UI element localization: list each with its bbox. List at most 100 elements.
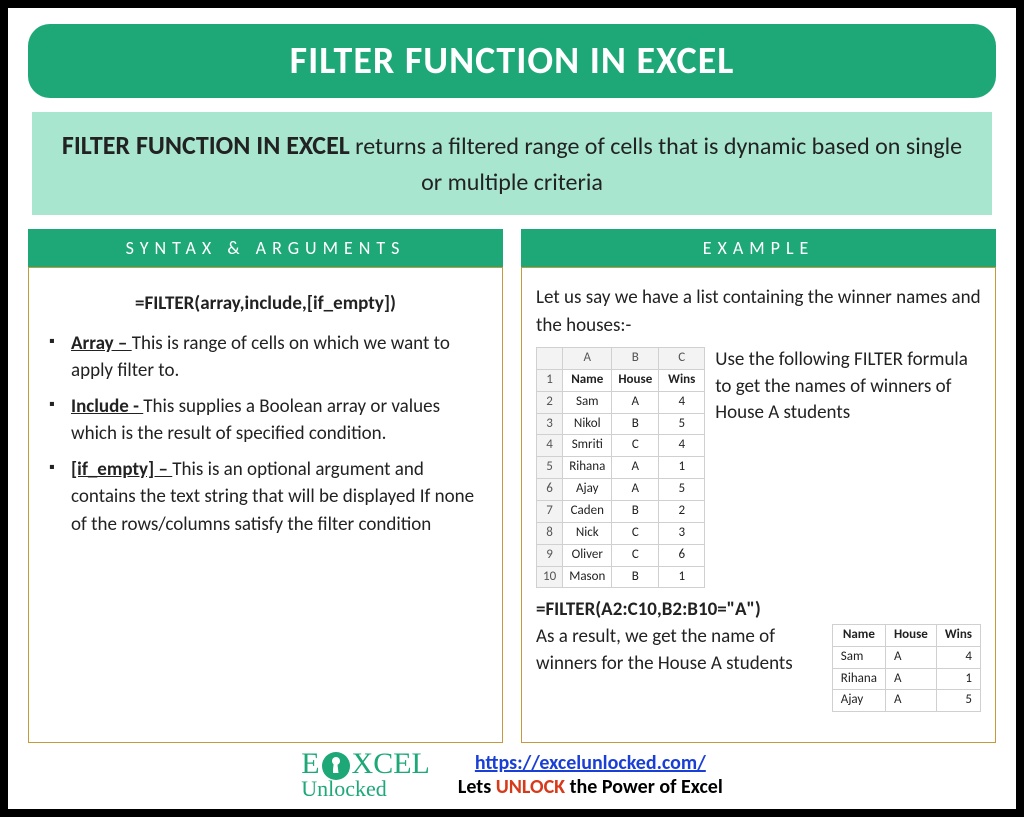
row-number: 2 (537, 391, 563, 413)
header-cell: House (612, 369, 659, 391)
cell: Nikol (563, 413, 612, 435)
logo-letter: X (352, 747, 374, 780)
description-box: FILTER FUNCTION IN EXCEL returns a filte… (32, 112, 992, 215)
table-row: 1 Name House Wins (537, 369, 705, 391)
argument-name: Include - (71, 395, 143, 418)
cell: Sam (832, 646, 885, 668)
cell: 3 (659, 522, 705, 544)
corner-cell (537, 348, 563, 370)
cell: Caden (563, 501, 612, 523)
cell: B (612, 501, 659, 523)
cell: C (612, 544, 659, 566)
header-cell: Name (832, 624, 885, 646)
footer: EXCEL Unlocked https://excelunlocked.com… (28, 743, 996, 799)
syntax-formula: =FILTER(array,include,[if_empty]) (43, 290, 488, 318)
title-bar: FILTER FUNCTION IN EXCEL (28, 24, 996, 98)
header-cell: House (885, 624, 936, 646)
cell: 1 (659, 566, 705, 588)
col-letter: A (563, 348, 612, 370)
example-body: Let us say we have a list containing the… (521, 267, 996, 743)
col-letter: B (612, 348, 659, 370)
cell: 5 (659, 479, 705, 501)
result-intro: As a result, we get the name of winners … (536, 624, 822, 677)
tag-pre: Lets (458, 775, 496, 799)
page-title: FILTER FUNCTION IN EXCEL (290, 38, 735, 84)
example-column: EXAMPLE Let us say we have a list contai… (521, 229, 996, 743)
table-row: 8NickC3 (537, 522, 705, 544)
table-row: 3NikolB5 (537, 413, 705, 435)
table-row: A B C (537, 348, 705, 370)
cell: A (612, 479, 659, 501)
row-number: 4 (537, 435, 563, 457)
argument-item: Array – This is range of cells on which … (49, 330, 488, 385)
example-row-2: As a result, we get the name of winners … (536, 624, 981, 712)
table-row: Name House Wins (832, 624, 980, 646)
cell: B (612, 413, 659, 435)
cell: Oliver (563, 544, 612, 566)
example-side-text: Use the following FILTER formula to get … (715, 347, 981, 427)
description-text: returns a filtered range of cells that i… (350, 132, 962, 197)
cell: A (885, 668, 936, 690)
cell: 1 (659, 457, 705, 479)
table-row: 6AjayA5 (537, 479, 705, 501)
cell: A (885, 646, 936, 668)
col-letter: C (659, 348, 705, 370)
tag-post: the Power of Excel (565, 775, 723, 799)
syntax-heading: SYNTAX & ARGUMENTS (28, 229, 503, 267)
logo-subtitle: Unlocked (301, 780, 430, 799)
table-row: 9OliverC6 (537, 544, 705, 566)
example-heading: EXAMPLE (521, 229, 996, 267)
cell: 4 (659, 435, 705, 457)
cell: A (612, 457, 659, 479)
tag-unlock: UNLOCK (496, 775, 565, 799)
logo-text: EXCEL Unlocked (301, 751, 430, 799)
argument-name: Array – (71, 332, 132, 355)
row-number: 7 (537, 501, 563, 523)
cell: 4 (936, 646, 980, 668)
arguments-list: Array – This is range of cells on which … (43, 330, 488, 539)
source-data-table: A B C 1 Name House Wins 2SamA4 3NikolB5 … (536, 347, 705, 588)
argument-name: [if_empty] – (71, 458, 172, 481)
cell: Rihana (832, 668, 885, 690)
cell: 4 (659, 391, 705, 413)
logo-letter: CEL (373, 747, 430, 780)
cell: Nick (563, 522, 612, 544)
header-cell: Wins (659, 369, 705, 391)
argument-item: Include - This supplies a Boolean array … (49, 393, 488, 448)
infographic-frame: FILTER FUNCTION IN EXCEL FILTER FUNCTION… (0, 0, 1024, 817)
cell: C (612, 522, 659, 544)
footer-text: https://excelunlocked.com/ Lets UNLOCK t… (458, 751, 723, 799)
row-number: 9 (537, 544, 563, 566)
row-number: 6 (537, 479, 563, 501)
row-number: 1 (537, 369, 563, 391)
row-number: 3 (537, 413, 563, 435)
syntax-column: SYNTAX & ARGUMENTS =FILTER(array,include… (28, 229, 503, 743)
cell: Sam (563, 391, 612, 413)
cell: 6 (659, 544, 705, 566)
example-row-1: A B C 1 Name House Wins 2SamA4 3NikolB5 … (536, 347, 981, 588)
table-row: AjayA5 (832, 690, 980, 712)
footer-tagline: Lets UNLOCK the Power of Excel (458, 775, 723, 799)
cell: 2 (659, 501, 705, 523)
table-row: SamA4 (832, 646, 980, 668)
table-row: 2SamA4 (537, 391, 705, 413)
cell: 5 (936, 690, 980, 712)
logo-letter: E (301, 747, 319, 780)
result-table: Name House Wins SamA4 RihanaA1 AjayA5 (832, 624, 981, 712)
footer-link[interactable]: https://excelunlocked.com/ (475, 751, 706, 775)
logo: EXCEL Unlocked (301, 751, 430, 799)
cell: 1 (936, 668, 980, 690)
cell: Ajay (563, 479, 612, 501)
description-lead: FILTER FUNCTION IN EXCEL (62, 129, 350, 161)
cell: C (612, 435, 659, 457)
table-row: 4SmritiC4 (537, 435, 705, 457)
row-number: 10 (537, 566, 563, 588)
example-intro: Let us say we have a list containing the… (536, 284, 981, 339)
cell: Mason (563, 566, 612, 588)
header-cell: Wins (936, 624, 980, 646)
row-number: 8 (537, 522, 563, 544)
table-row: RihanaA1 (832, 668, 980, 690)
header-cell: Name (563, 369, 612, 391)
cell: 5 (659, 413, 705, 435)
cell: Ajay (832, 690, 885, 712)
